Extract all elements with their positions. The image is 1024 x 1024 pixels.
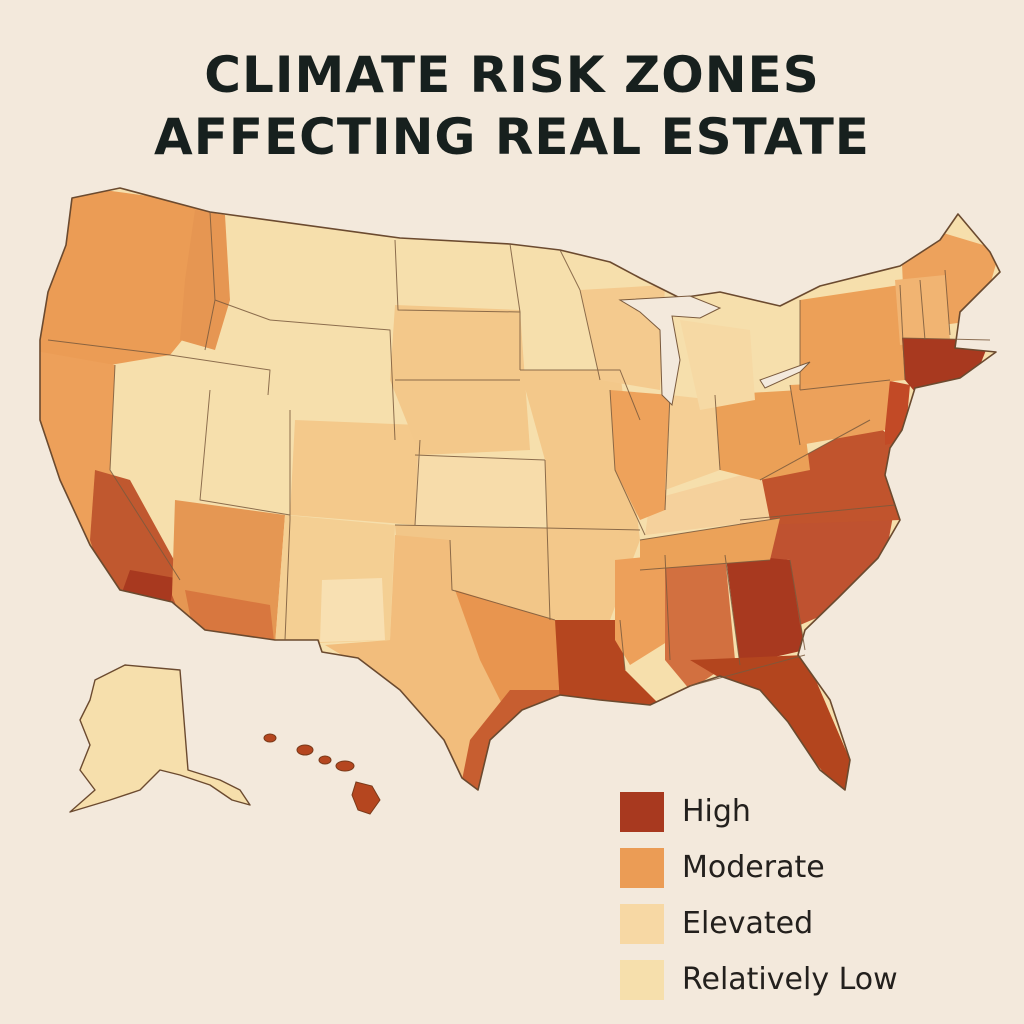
region-florida (690, 655, 850, 790)
legend-item-elevated: Elevated (620, 900, 940, 956)
title-line-1: CLIMATE RISK ZONES (204, 46, 820, 104)
region-new-york (800, 285, 905, 390)
map-title: CLIMATE RISK ZONES AFFECTING REAL ESTATE (0, 44, 1024, 168)
region-southern-california (90, 470, 185, 610)
hawaii (263, 733, 381, 815)
legend-swatch-high (620, 792, 664, 832)
legend-swatch-elevated (620, 904, 664, 944)
region-louisiana (555, 620, 660, 712)
state-borders (47, 211, 991, 687)
region-alabama (665, 555, 735, 690)
region-tennessee (640, 518, 780, 570)
region-mississippi (615, 555, 670, 665)
legend-label-elevated: Elevated (682, 906, 814, 941)
legend-item-moderate: Moderate (620, 844, 940, 900)
us-outline (39, 187, 1001, 791)
region-ohio (715, 390, 810, 480)
lake-erie (759, 361, 811, 389)
region-pennsylvania (790, 380, 890, 445)
alaska (69, 664, 251, 813)
legend-item-relatively-low: Relatively Low (620, 956, 940, 1012)
legend-item-high: High (620, 788, 940, 844)
legend-swatch-moderate (620, 848, 664, 888)
region-virginia (760, 420, 900, 525)
region-texas-east (455, 590, 565, 720)
region-illinois (610, 390, 670, 520)
legend-label-relatively-low: Relatively Low (682, 962, 898, 997)
region-michigan (680, 320, 755, 410)
region-kentucky (645, 470, 770, 535)
region-indiana (665, 395, 720, 490)
legend-swatch-relatively-low (620, 960, 664, 1000)
region-missouri-arkansas (520, 370, 640, 620)
region-kansas (415, 455, 545, 525)
legend-label-high: High (682, 794, 751, 829)
legend: High Moderate Elevated Relatively Low (620, 788, 940, 1012)
title-line-2: AFFECTING REAL ESTATE (154, 108, 870, 166)
legend-label-moderate: Moderate (682, 850, 825, 885)
region-idaho (180, 210, 230, 350)
region-new-mexico-se (320, 578, 385, 642)
great-lakes (618, 295, 722, 407)
region-colorado (290, 420, 420, 525)
region-georgia (725, 550, 805, 665)
region-carolinas (740, 505, 895, 625)
region-pacific-northwest (40, 188, 215, 400)
